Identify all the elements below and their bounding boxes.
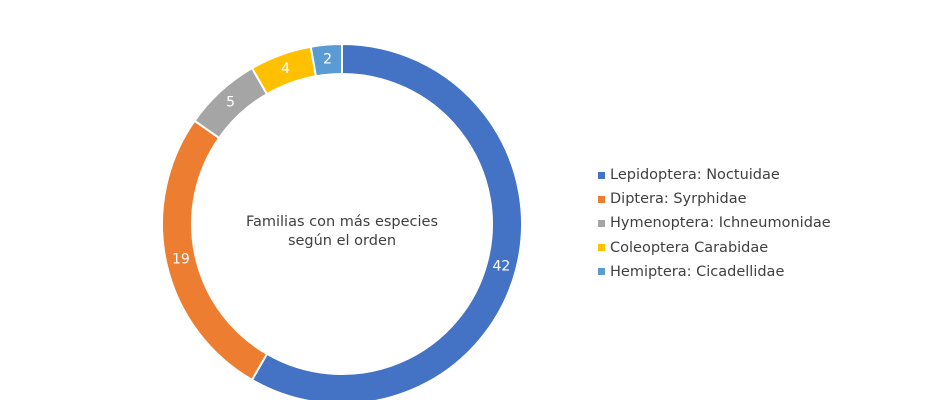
legend: Lepidoptera: Noctuidae Diptera: Syrphida… [598, 163, 831, 284]
legend-item-coleoptera: Coleoptera Carabidae [598, 236, 831, 260]
legend-item-hemiptera: Hemiptera: Cicadellidae [598, 260, 831, 284]
chart-title-line-2: según el orden [212, 232, 472, 251]
legend-swatch [598, 244, 605, 251]
data-label-hemiptera: 2 [323, 52, 332, 68]
legend-item-lepidoptera: Lepidoptera: Noctuidae [598, 163, 831, 187]
legend-label: Diptera: Syrphidae [610, 191, 747, 207]
legend-swatch [598, 220, 605, 227]
data-label-diptera: 19 [172, 252, 190, 268]
legend-label: Hemiptera: Cicadellidae [610, 264, 784, 280]
legend-item-diptera: Diptera: Syrphidae [598, 187, 831, 211]
data-label-coleoptera: 4 [281, 61, 290, 77]
data-label-lepidoptera: 42 [492, 259, 510, 275]
legend-swatch [598, 268, 605, 275]
legend-label: Lepidoptera: Noctuidae [610, 167, 780, 183]
chart-title-line-1: Familias con más especies [212, 213, 472, 232]
data-label-hymenoptera: 5 [226, 94, 235, 110]
legend-swatch [598, 172, 605, 179]
legend-label: Hymenoptera: Ichneumonidae [610, 215, 831, 231]
legend-label: Coleoptera Carabidae [610, 240, 768, 256]
legend-item-hymenoptera: Hymenoptera: Ichneumonidae [598, 211, 831, 235]
legend-swatch [598, 196, 605, 203]
chart-title: Familias con más especies según el orden [212, 213, 472, 251]
